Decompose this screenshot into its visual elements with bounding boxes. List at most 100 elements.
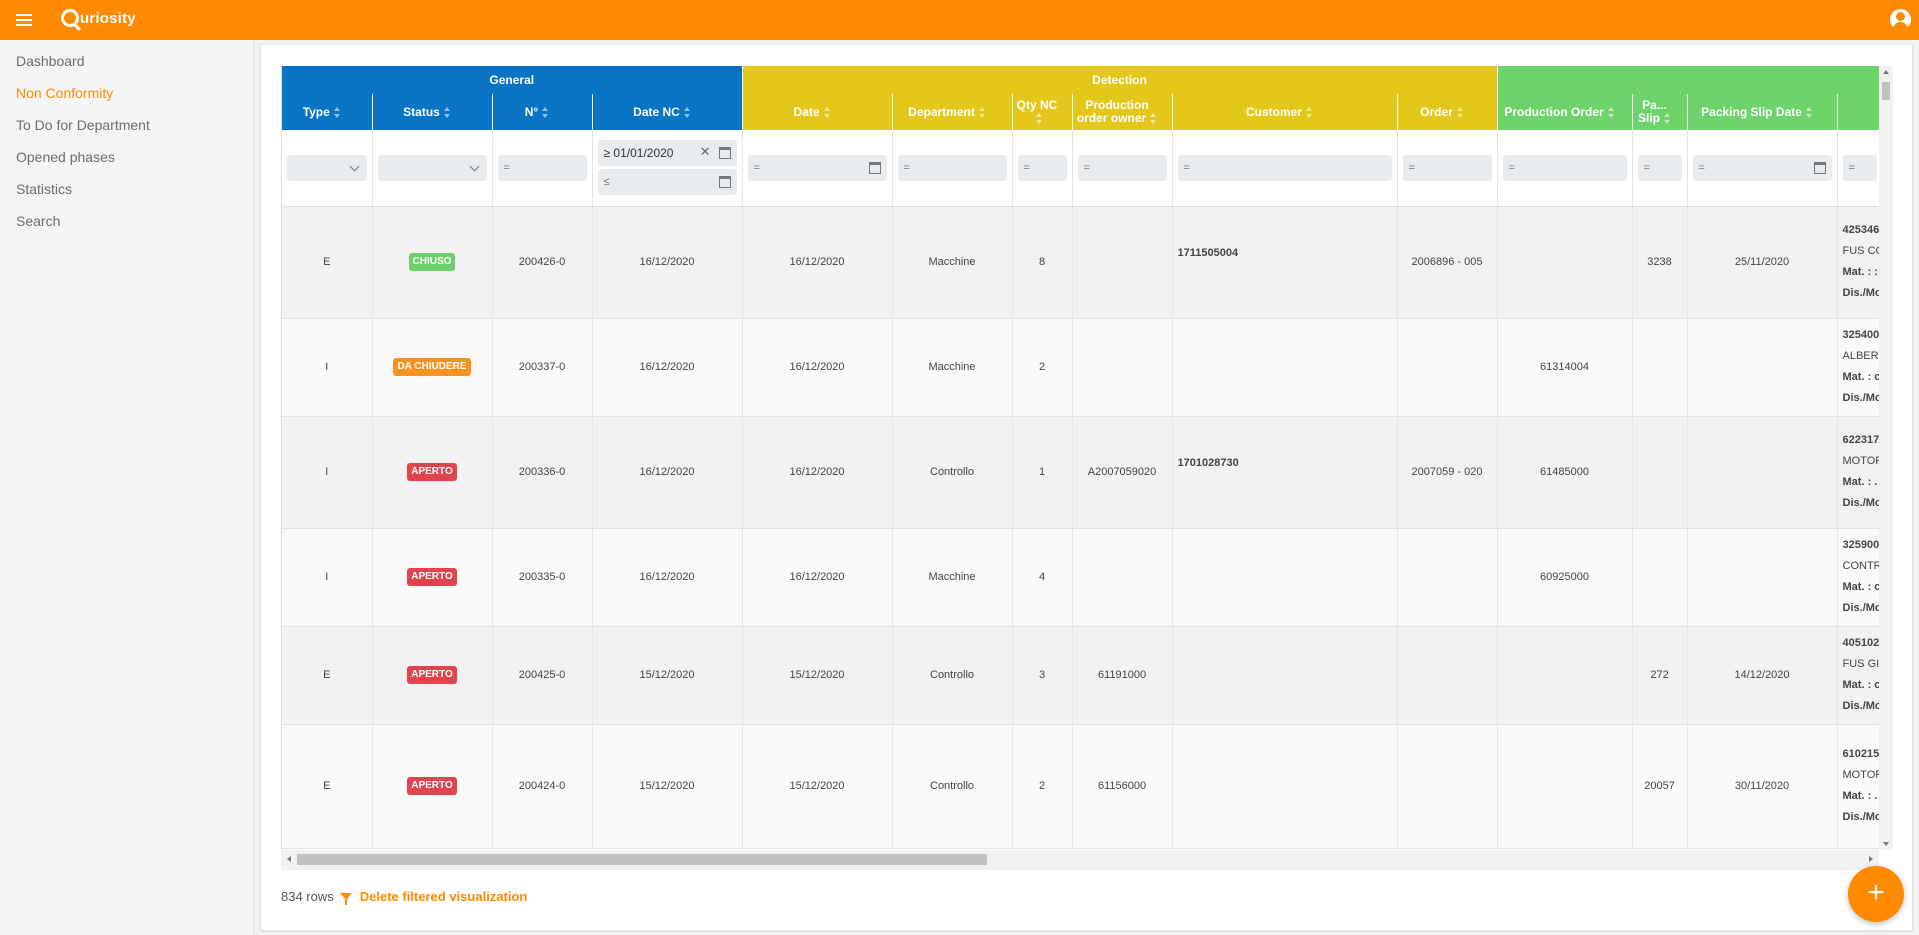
clear-icon[interactable]: ✕	[699, 144, 711, 160]
sidebar-item-opened-phases[interactable]: Opened phases	[16, 149, 115, 165]
table-row[interactable]: E APERTO 200425-0 15/12/2020 15/12/2020 Contr…	[282, 626, 1879, 725]
filter-order-input[interactable]: =	[1402, 154, 1492, 181]
cell-prod-order: 60925000	[1497, 528, 1633, 627]
filter-icon	[339, 893, 352, 905]
sort-icon[interactable]	[1607, 106, 1615, 118]
sort-icon[interactable]	[542, 106, 549, 118]
sort-icon[interactable]	[1306, 106, 1313, 118]
sort-icon[interactable]	[1035, 113, 1043, 125]
scroll-up-icon[interactable]	[1883, 70, 1889, 74]
filter-number-input[interactable]: =	[497, 154, 587, 181]
cell-prod-owner	[1072, 528, 1173, 627]
sort-icon[interactable]	[1456, 106, 1464, 118]
item-code: 325900	[1842, 539, 1879, 551]
app-logo[interactable]: uriosity	[61, 9, 136, 27]
cell-order: 2006896 - 005	[1397, 206, 1498, 319]
col-header-type[interactable]: Type	[282, 94, 373, 130]
filter-customer-input[interactable]: =	[1177, 154, 1392, 181]
sidebar-item-search[interactable]: Search	[16, 213, 61, 229]
delete-filter-link[interactable]: Delete filtered visualization	[359, 889, 528, 904]
item-desc: FUS CC	[1842, 245, 1879, 257]
cell-prod-owner: 61156000	[1072, 724, 1173, 849]
cell-packing-slip-date: 30/11/2020	[1687, 724, 1838, 849]
scroll-left-icon[interactable]	[287, 856, 291, 862]
col-header-packing-slip-date[interactable]: Packing Slip Date	[1687, 94, 1838, 130]
calendar-icon[interactable]	[718, 176, 731, 189]
sort-icon[interactable]	[1664, 113, 1671, 125]
filter-date-input[interactable]: =	[747, 154, 887, 181]
vertical-scrollbar[interactable]	[1879, 66, 1893, 850]
cell-item-details: 425346 FUS CC Mat. : : Dis./Mo	[1837, 206, 1879, 319]
cell-customer: 1711505004	[1172, 206, 1398, 319]
col-header-status[interactable]: Status	[372, 94, 493, 130]
col-header-number[interactable]: N°	[492, 94, 593, 130]
group-detection: Detection	[742, 66, 1498, 94]
cell-prod-order	[1497, 626, 1633, 725]
col-header-qty-nc[interactable]: Qty NC	[1012, 94, 1073, 130]
sort-icon[interactable]	[978, 106, 986, 118]
sidebar-item-dashboard[interactable]: Dashboard	[16, 53, 85, 69]
filter-prod-owner-input[interactable]: =	[1077, 154, 1167, 181]
filter-prod-order-input[interactable]: =	[1502, 154, 1627, 181]
col-header-prod-owner[interactable]: Production order owner	[1072, 94, 1173, 130]
filter-status-select[interactable]	[377, 154, 487, 181]
status-badge: DA CHIUDERE	[393, 358, 471, 376]
col-header-prod-order[interactable]: Production Order	[1497, 94, 1633, 130]
horizontal-scrollbar[interactable]	[281, 850, 1879, 870]
cell-packing-slip	[1632, 528, 1688, 627]
scroll-thumb[interactable]	[297, 854, 987, 865]
cell-prod-order: 61314004	[1497, 318, 1633, 417]
filter-department-input[interactable]: =	[897, 154, 1007, 181]
item-code: 610215	[1842, 748, 1879, 760]
table-row[interactable]: I DA CHIUDERE 200337-0 16/12/2020 16/12/2020…	[282, 318, 1879, 417]
table-row[interactable]: I APERTO 200335-0 16/12/2020 16/12/2020 Macch…	[282, 528, 1879, 627]
table-row[interactable]: E APERTO 200424-0 15/12/2020 15/12/2020 Contr…	[282, 724, 1879, 849]
sidebar-item-non-conformity[interactable]: Non Conformity	[16, 85, 114, 101]
cell-date: 16/12/2020	[742, 318, 893, 417]
cell-qty-nc: 4	[1012, 528, 1073, 627]
sort-icon[interactable]	[443, 106, 451, 118]
add-button[interactable]: +	[1848, 866, 1904, 922]
col-header-date-nc[interactable]: Date NC	[592, 94, 743, 130]
sort-icon[interactable]	[683, 106, 691, 118]
cell-status: APERTO	[372, 626, 493, 725]
sort-icon[interactable]	[1805, 106, 1813, 118]
filter-qty-nc-input[interactable]: =	[1017, 154, 1067, 181]
scroll-down-icon[interactable]	[1883, 842, 1889, 846]
cell-customer: 1701028730	[1172, 416, 1398, 529]
item-code: 405102	[1842, 637, 1879, 649]
cell-item-details: 610215 MOTOR 140 V= Mat. : . Dis./Mo 8 MT.	[1837, 724, 1879, 849]
filter-date-nc-to[interactable]: ≤	[597, 169, 737, 196]
filter-packing-slip-input[interactable]: =	[1637, 154, 1682, 181]
col-header-department[interactable]: Department	[892, 94, 1013, 130]
status-badge: CHIUSO	[408, 253, 456, 271]
table-row[interactable]: E CHIUSO 200426-0 16/12/2020 16/12/2020 Macch…	[282, 206, 1879, 319]
table-row[interactable]: I APERTO 200336-0 16/12/2020 16/12/2020 Contr…	[282, 416, 1879, 529]
user-avatar-icon[interactable]	[1890, 9, 1911, 30]
menu-icon[interactable]	[16, 13, 32, 26]
cell-type: I	[282, 416, 373, 529]
cell-packing-slip-date	[1687, 318, 1838, 417]
sidebar-item-statistics[interactable]: Statistics	[16, 181, 73, 197]
filter-type-select[interactable]	[287, 154, 367, 181]
sort-icon[interactable]	[823, 106, 831, 118]
calendar-icon[interactable]	[1813, 161, 1826, 174]
cell-number: 200426-0	[492, 206, 593, 319]
scroll-right-icon[interactable]	[1869, 856, 1873, 862]
col-header-order[interactable]: Order	[1397, 94, 1498, 130]
filter-date-nc-from[interactable]: ≥ 01/01/2020 ✕	[597, 140, 737, 167]
cell-qty-nc: 2	[1012, 318, 1073, 417]
calendar-icon[interactable]	[718, 147, 731, 160]
sort-icon[interactable]	[333, 106, 341, 118]
cell-qty-nc: 3	[1012, 626, 1073, 725]
scroll-thumb[interactable]	[1882, 82, 1890, 100]
col-header-customer[interactable]: Customer	[1172, 94, 1398, 130]
sidebar-item-todo-department[interactable]: To Do for Department	[16, 117, 150, 133]
filter-item-input[interactable]: =	[1842, 154, 1877, 181]
sort-icon[interactable]	[1150, 113, 1157, 125]
col-header-packing-slip[interactable]: Pa... Slip	[1632, 94, 1688, 130]
filter-packing-slip-date-input[interactable]: =	[1692, 154, 1832, 181]
col-header-item[interactable]	[1837, 94, 1879, 130]
calendar-icon[interactable]	[868, 161, 881, 174]
col-header-date[interactable]: Date	[742, 94, 893, 130]
